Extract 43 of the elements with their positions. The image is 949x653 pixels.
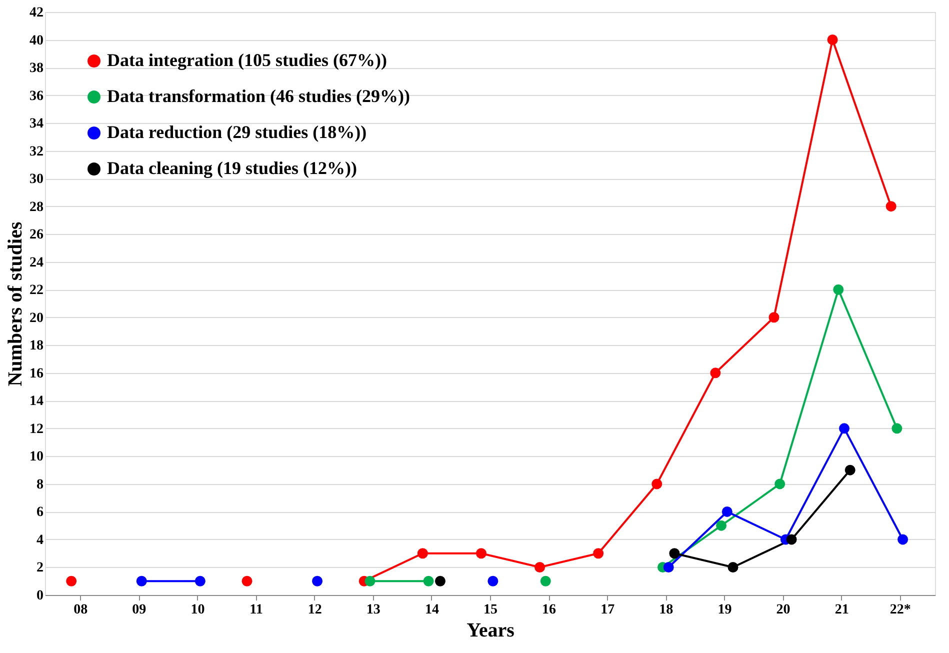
x-tick-label: 12 bbox=[308, 602, 322, 618]
y-tick-label: 8 bbox=[36, 477, 44, 492]
x-axis-title: Years bbox=[466, 620, 515, 642]
y-tick-label: 28 bbox=[30, 200, 44, 215]
y-axis-title: Numbers of studies bbox=[4, 222, 26, 386]
y-tick-label: 34 bbox=[30, 116, 44, 132]
y-tick-label: 26 bbox=[30, 228, 44, 243]
y-tick-label: 24 bbox=[30, 255, 44, 270]
y-tick-label: 14 bbox=[30, 394, 44, 410]
x-tick-label: 09 bbox=[132, 602, 146, 618]
x-tick-label: 20 bbox=[776, 602, 790, 618]
y-tick-label: 12 bbox=[30, 422, 44, 437]
legend-label: Data integration (105 studies (67%)) bbox=[107, 50, 387, 70]
x-tick-label: 08 bbox=[74, 602, 88, 618]
y-tick-label: 4 bbox=[36, 532, 44, 548]
y-tick-label: 40 bbox=[30, 33, 44, 48]
x-tick-label: 13 bbox=[366, 602, 380, 618]
x-tick-label: 15 bbox=[484, 602, 498, 618]
legend-label: Data transformation (46 studies (29%)) bbox=[107, 86, 410, 106]
x-tick-label: 17 bbox=[600, 602, 615, 618]
legend-label: Data cleaning (19 studies (12%)) bbox=[107, 158, 357, 178]
y-tick-label: 30 bbox=[30, 172, 44, 188]
y-tick-label: 2 bbox=[36, 560, 44, 576]
x-tick-label: 10 bbox=[190, 602, 205, 618]
y-tick-label: 22 bbox=[30, 283, 44, 298]
y-tick-label: 38 bbox=[30, 61, 44, 76]
y-tick-label: 10 bbox=[30, 450, 44, 465]
y-tick-label: 32 bbox=[30, 144, 44, 160]
legend-label: Data reduction (29 studies (18%)) bbox=[107, 122, 367, 142]
x-tick-label: 11 bbox=[250, 602, 263, 618]
y-tick-label: 18 bbox=[30, 338, 44, 354]
y-tick-label: 0 bbox=[36, 588, 44, 604]
y-tick-label: 36 bbox=[30, 88, 44, 104]
y-tick-label: 6 bbox=[36, 505, 44, 520]
x-tick-label: 22* bbox=[890, 602, 911, 618]
x-tick-label: 14 bbox=[424, 602, 439, 618]
x-tick-label: 16 bbox=[542, 602, 556, 618]
y-tick-label: 20 bbox=[30, 310, 44, 326]
x-tick-label: 21 bbox=[834, 602, 849, 618]
y-tick-label: 42 bbox=[30, 6, 44, 20]
x-tick-label: 18 bbox=[659, 602, 674, 618]
y-tick-label: 16 bbox=[30, 366, 44, 382]
x-tick-label: 19 bbox=[718, 602, 732, 618]
